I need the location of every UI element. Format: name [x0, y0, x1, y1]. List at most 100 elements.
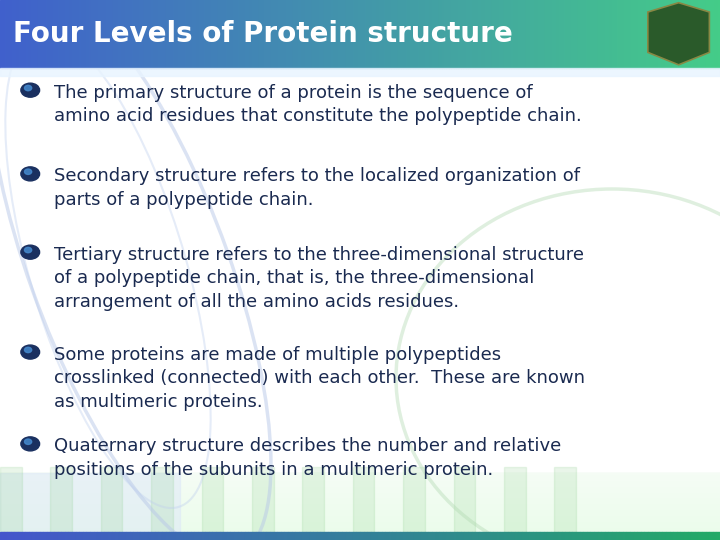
Bar — [187, 532, 191, 540]
Bar — [353, 467, 374, 532]
Bar — [497, 0, 499, 68]
Bar — [446, 532, 450, 540]
Bar — [709, 532, 713, 540]
Bar — [372, 0, 374, 68]
Bar — [227, 532, 230, 540]
Bar — [312, 0, 315, 68]
Bar — [266, 0, 269, 68]
Bar — [425, 532, 428, 540]
Bar — [504, 0, 506, 68]
Bar — [456, 0, 459, 68]
Bar — [36, 0, 38, 68]
Bar — [198, 532, 202, 540]
Bar — [91, 0, 94, 68]
Circle shape — [21, 83, 40, 97]
Bar — [211, 0, 214, 68]
Bar — [295, 0, 297, 68]
Bar — [194, 532, 198, 540]
Bar — [655, 0, 657, 68]
Bar — [594, 532, 598, 540]
Bar — [562, 532, 565, 540]
Bar — [666, 532, 670, 540]
Bar — [94, 532, 97, 540]
Bar — [346, 532, 349, 540]
Bar — [396, 0, 398, 68]
Bar — [144, 532, 148, 540]
Bar — [420, 0, 423, 68]
Bar — [245, 0, 247, 68]
Bar — [130, 532, 133, 540]
Bar — [333, 0, 336, 68]
Bar — [554, 532, 558, 540]
Bar — [50, 467, 72, 532]
Bar — [418, 532, 421, 540]
Bar — [209, 0, 211, 68]
Bar — [245, 532, 248, 540]
Bar — [292, 532, 295, 540]
Bar — [619, 0, 621, 68]
Bar — [515, 532, 518, 540]
Bar — [216, 0, 218, 68]
Bar — [403, 467, 425, 532]
Bar — [382, 532, 385, 540]
Bar — [463, 0, 466, 68]
Bar — [374, 532, 378, 540]
Bar — [698, 532, 702, 540]
Bar — [691, 532, 695, 540]
Bar — [673, 532, 677, 540]
Bar — [243, 0, 245, 68]
Bar — [544, 532, 547, 540]
Bar — [619, 532, 623, 540]
Bar — [711, 0, 713, 68]
Bar — [679, 0, 682, 68]
Bar — [511, 0, 513, 68]
Bar — [31, 0, 34, 68]
Bar — [184, 532, 187, 540]
Bar — [526, 0, 528, 68]
Bar — [43, 0, 45, 68]
Bar — [371, 532, 374, 540]
Bar — [155, 532, 158, 540]
Bar — [144, 0, 146, 68]
Bar — [379, 0, 382, 68]
Bar — [41, 0, 43, 68]
Bar — [283, 0, 286, 68]
Bar — [533, 532, 536, 540]
Bar — [614, 0, 617, 68]
Bar — [299, 532, 302, 540]
Bar — [691, 0, 693, 68]
Circle shape — [21, 245, 40, 259]
Bar — [396, 532, 400, 540]
Bar — [490, 532, 493, 540]
Bar — [693, 0, 696, 68]
Bar — [526, 532, 529, 540]
Bar — [199, 0, 202, 68]
Bar — [212, 532, 216, 540]
Bar — [392, 532, 396, 540]
Bar — [492, 0, 495, 68]
Bar — [158, 0, 161, 68]
Bar — [257, 0, 259, 68]
Bar — [374, 0, 377, 68]
Bar — [513, 0, 516, 68]
Bar — [40, 532, 43, 540]
Bar — [616, 532, 619, 540]
Bar — [574, 0, 576, 68]
Bar — [516, 0, 518, 68]
Bar — [84, 0, 86, 68]
Bar — [629, 0, 631, 68]
Bar — [101, 467, 122, 532]
Bar — [238, 0, 240, 68]
Bar — [24, 0, 27, 68]
Bar — [113, 0, 115, 68]
Bar — [266, 532, 270, 540]
Bar — [432, 532, 436, 540]
Bar — [653, 0, 655, 68]
Bar — [718, 0, 720, 68]
Bar — [535, 0, 538, 68]
Bar — [261, 0, 264, 68]
Bar — [101, 532, 104, 540]
Bar — [702, 532, 706, 540]
Bar — [522, 532, 526, 540]
Bar — [652, 532, 655, 540]
